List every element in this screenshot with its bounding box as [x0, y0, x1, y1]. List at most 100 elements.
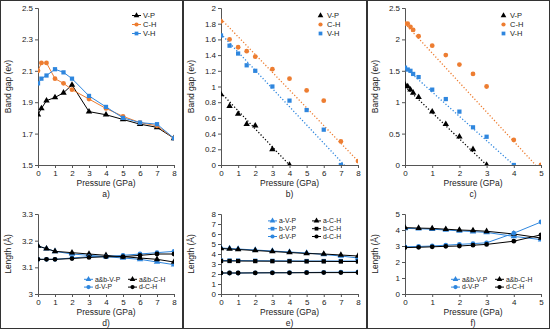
legend-entry: d-V-P	[84, 283, 112, 290]
legend-label: V-H	[510, 29, 523, 38]
tick-mark	[218, 264, 221, 265]
marker	[338, 270, 343, 275]
marker	[87, 255, 92, 260]
panel-caption: d)	[102, 318, 110, 328]
marker	[252, 122, 258, 128]
tick: 3	[485, 294, 490, 307]
marker	[120, 253, 126, 259]
tick: 5	[396, 210, 405, 219]
marker	[304, 270, 309, 275]
series	[38, 249, 174, 262]
legend-label: d-V-P	[462, 283, 479, 290]
marker	[227, 259, 231, 263]
y-axis: 1.51.71.92.12.32.5	[22, 4, 39, 170]
series	[405, 224, 541, 240]
tick: 2	[458, 165, 463, 178]
tick: 1.4	[205, 51, 221, 60]
tick-mark	[324, 294, 325, 297]
marker	[252, 246, 258, 252]
tick-mark	[35, 8, 38, 9]
marker	[457, 109, 461, 113]
tick: 4	[512, 294, 517, 307]
legend-entry: C-H	[318, 20, 340, 29]
tick-label: 4	[288, 169, 293, 178]
axis-line	[35, 215, 39, 295]
marker	[60, 89, 66, 95]
legend-marker	[501, 22, 505, 26]
marker	[43, 245, 49, 251]
marker	[39, 77, 43, 81]
tick-label: 5	[121, 169, 126, 178]
panel-caption: e)	[286, 318, 294, 328]
tick-mark	[487, 165, 488, 168]
tick: 1	[53, 165, 58, 178]
legend-entry: V-H	[502, 29, 523, 38]
tick: 5	[121, 165, 126, 178]
tick: 0.2	[205, 145, 221, 154]
series-line	[221, 249, 358, 257]
marker	[483, 228, 489, 234]
marker	[61, 81, 66, 86]
tick: 7	[339, 165, 344, 178]
tick-mark	[218, 284, 221, 285]
tick-mark	[174, 294, 175, 297]
legend-entry: d-C-H	[312, 233, 341, 240]
tick-mark	[218, 149, 221, 150]
marker	[287, 270, 292, 275]
tick-mark	[218, 294, 221, 295]
tick: 1	[53, 294, 58, 307]
series	[221, 270, 358, 275]
fit-line	[221, 19, 358, 161]
tick: 0.4	[205, 130, 221, 139]
tick-mark	[514, 294, 515, 297]
tick-mark	[174, 165, 175, 168]
marker	[227, 271, 232, 276]
tick-label: 2	[396, 258, 401, 267]
marker	[221, 271, 223, 276]
tick-label: 1.2	[205, 67, 217, 76]
tick-label: 4	[212, 250, 217, 259]
series	[38, 61, 174, 141]
tick-label: 1.8	[205, 20, 217, 29]
tick-label: 5	[539, 169, 544, 178]
marker	[471, 125, 475, 129]
tick-label: 8	[172, 169, 177, 178]
marker	[304, 88, 309, 93]
fit-line	[221, 93, 290, 165]
marker	[138, 120, 143, 125]
tick-mark	[238, 294, 239, 297]
tick-label: 1	[430, 298, 435, 307]
marker	[339, 259, 343, 263]
tick-label: 4	[512, 298, 517, 307]
tick-mark	[402, 134, 405, 135]
marker	[287, 259, 291, 263]
x-axis-title: Pressure (GPa)	[443, 178, 502, 188]
tick-label: 3	[271, 169, 276, 178]
marker	[356, 270, 358, 275]
legend-marker	[497, 285, 501, 289]
tick-mark	[402, 278, 405, 279]
tick-mark	[238, 165, 239, 168]
marker	[305, 259, 309, 263]
tick: 2.1	[22, 67, 38, 76]
tick: 1	[396, 274, 405, 283]
tick: 0	[212, 161, 221, 170]
series	[221, 91, 293, 165]
tick-label: 1	[212, 280, 217, 289]
marker	[70, 87, 75, 92]
tick-label: 0	[36, 169, 41, 178]
tick-mark	[35, 102, 38, 103]
tick-mark	[72, 294, 73, 297]
marker	[44, 61, 49, 66]
marker	[69, 249, 75, 255]
marker	[269, 248, 275, 254]
marker	[305, 259, 309, 263]
tick-mark	[402, 165, 405, 166]
marker	[443, 120, 449, 126]
tick: 5	[305, 294, 310, 307]
marker	[457, 62, 462, 67]
marker	[339, 163, 343, 165]
marker	[286, 249, 292, 255]
tick: 4	[212, 250, 221, 259]
legend-label: V-P	[143, 11, 155, 20]
